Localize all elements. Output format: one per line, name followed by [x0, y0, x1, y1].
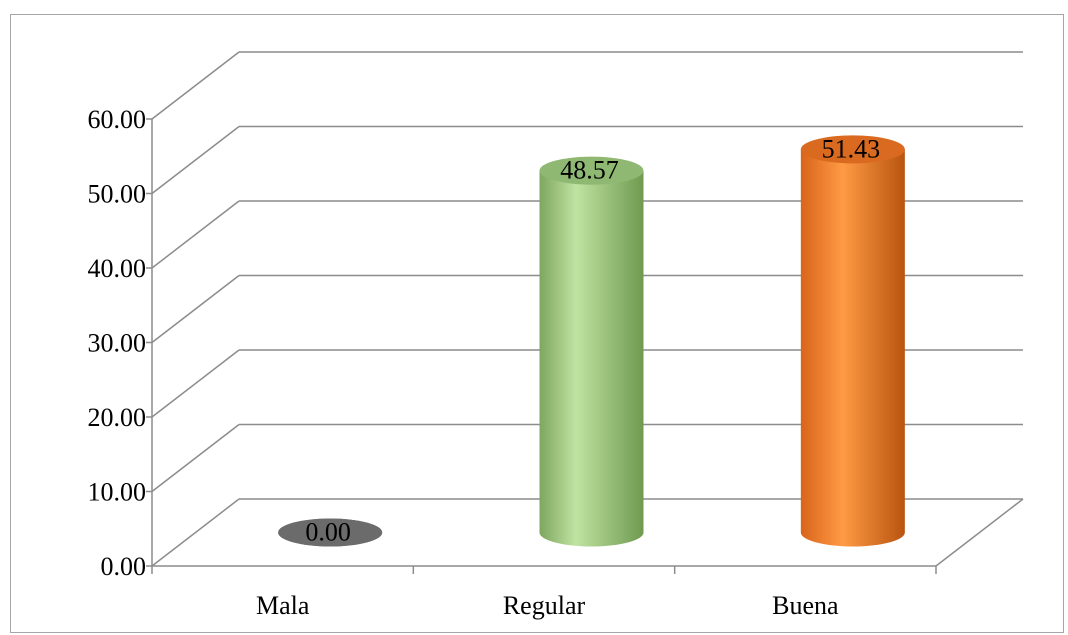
y-tick-label: 40.00	[88, 254, 147, 283]
data-label: 0.00	[305, 518, 351, 547]
gridline-diagonal	[151, 51, 240, 120]
bar-buena	[800, 135, 905, 547]
bar-top	[800, 135, 905, 164]
gridline-diagonal	[151, 498, 240, 567]
bar-top	[278, 518, 383, 547]
data-label: 48.57	[560, 156, 619, 185]
y-tick-label: 20.00	[88, 403, 147, 432]
gridline-diagonal	[151, 274, 240, 344]
x-tick-label: Regular	[503, 591, 586, 620]
bar-body	[800, 149, 905, 547]
data-label: 51.43	[822, 134, 881, 163]
y-tick-label: 50.00	[88, 180, 147, 209]
floor-right-edge	[935, 498, 1024, 567]
bar-body	[539, 170, 644, 547]
y-tick-label: 0.00	[101, 552, 147, 581]
bar-mala	[278, 518, 383, 547]
gridline-diagonal	[151, 200, 240, 269]
bar-top	[539, 156, 644, 185]
y-tick-label: 60.00	[88, 105, 147, 134]
gridline-diagonal	[151, 349, 240, 418]
y-tick-label: 30.00	[88, 329, 147, 358]
bar-regular	[539, 156, 644, 547]
x-tick-label: Mala	[256, 591, 310, 620]
gridline-diagonal	[151, 423, 240, 493]
x-tick-label: Buena	[772, 591, 839, 620]
y-tick-label: 10.00	[88, 478, 147, 507]
gridline-diagonal	[151, 125, 240, 195]
